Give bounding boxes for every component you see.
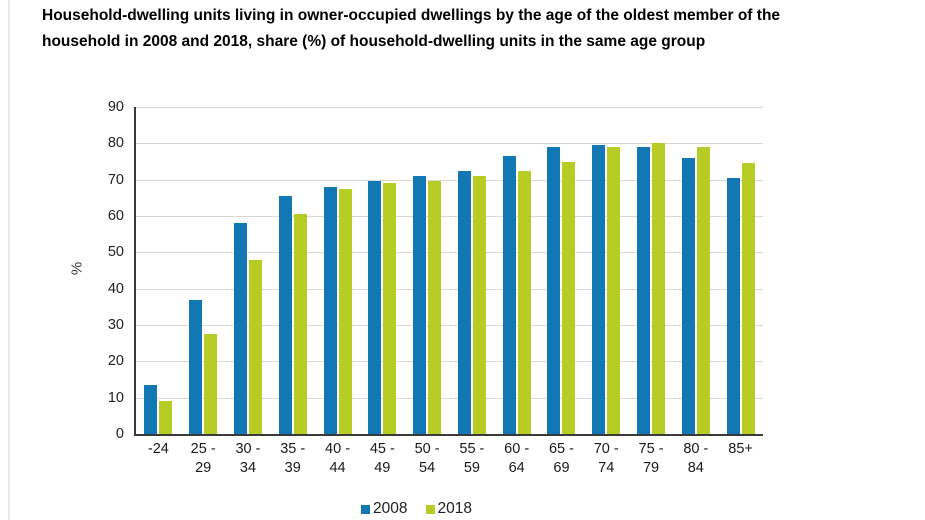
x-tick-80-84: 80 - 84: [683, 441, 709, 476]
legend: 2008 2018: [70, 499, 763, 519]
bar-2008-25-29: [189, 299, 203, 434]
x-tick-85+: 85+: [728, 441, 753, 457]
y-axis-line: [134, 107, 136, 436]
bar-2018-30-34: [248, 259, 262, 434]
y-tick-50: 50: [107, 244, 124, 261]
x-tick-55-59: 55 - 59: [459, 441, 485, 476]
x-tick-60-64: 60 - 64: [504, 441, 530, 476]
legend-swatch-2008: [361, 504, 371, 514]
x-tick-40-44: 40 - 44: [325, 441, 351, 476]
y-tick-60: 60: [107, 208, 124, 224]
x-tick-35-39: 35 - 39: [280, 441, 306, 476]
x-tick-30-34: 30 - 34: [235, 441, 261, 476]
legend-item-2018: 2018: [425, 500, 472, 518]
bar-2008-40-44: [323, 186, 337, 434]
legend-label-2018: 2018: [437, 500, 472, 517]
x-tick-25-29: 25 - 29: [190, 441, 216, 476]
bar-2018-75-79: [652, 143, 666, 434]
x-tick-45-49: 45 - 49: [369, 441, 395, 476]
gridline-70: [136, 179, 763, 181]
gridline-30: [136, 325, 763, 326]
x-tick-65-69: 65 - 69: [548, 441, 574, 476]
x-axis-labels: -24 25 - 29 30 - 34 35 - 39 40 - 44 45 - 49 50…: [136, 440, 763, 480]
y-tick-10: 10: [107, 389, 124, 406]
gridline-60: [136, 216, 763, 217]
bar-2008-55-59: [457, 170, 471, 434]
bar-2008-70-74: [592, 145, 606, 434]
bar-2018--24: [159, 401, 173, 434]
bar-2008-35-39: [278, 196, 292, 434]
bar-2018-50-54: [428, 181, 442, 434]
bar-2018-70-74: [607, 146, 621, 434]
legend-swatch-2018: [425, 504, 435, 514]
bar-2008-65-69: [547, 146, 561, 434]
gridline-40: [136, 288, 763, 290]
legend-item-2008: 2008: [361, 500, 408, 518]
x-tick-70-74: 70 - 74: [593, 441, 619, 476]
bar-2018-80-84: [696, 146, 710, 434]
x-tick-50-54: 50 - 54: [414, 441, 440, 476]
y-tick-20: 20: [107, 353, 124, 370]
y-tick-0: 0: [115, 426, 124, 442]
y-axis-ticks: 0 10 20 30 40 50 60 70 80 90: [80, 99, 124, 442]
gridline-10: [136, 397, 763, 399]
x-tick-75-79: 75 - 79: [638, 441, 664, 476]
bar-2008-85+: [726, 177, 740, 434]
gridline-90: [136, 107, 763, 108]
gridline-20: [136, 361, 763, 363]
bar-2018-40-44: [338, 188, 352, 434]
bar-2018-45-49: [383, 183, 397, 434]
y-tick-80: 80: [107, 135, 124, 152]
page-left-border: [8, 0, 10, 520]
x-axis-line: [134, 434, 763, 436]
bar-2008--24: [144, 384, 158, 434]
gridline-50: [136, 252, 763, 254]
gridline-80: [136, 143, 763, 145]
y-tick-40: 40: [107, 280, 124, 297]
bar-2008-50-54: [413, 176, 427, 434]
chart-title: Household-dwelling units living in owner…: [42, 7, 781, 50]
bar-2018-65-69: [562, 161, 576, 434]
bar-2008-60-64: [502, 156, 516, 434]
bar-2018-55-59: [472, 176, 486, 434]
bar-2018-25-29: [204, 334, 218, 434]
y-tick-30: 30: [107, 317, 124, 333]
bar-2008-45-49: [368, 181, 382, 434]
bar-2008-75-79: [637, 146, 651, 434]
plot-area: [134, 107, 763, 436]
y-tick-70: 70: [107, 171, 124, 188]
bar-2018-60-64: [517, 170, 531, 434]
bar-2008-30-34: [233, 223, 247, 434]
y-tick-90: 90: [107, 99, 124, 115]
bar-2018-85+: [741, 163, 755, 434]
bar-2018-35-39: [293, 214, 307, 434]
bar-2008-80-84: [681, 157, 695, 434]
legend-label-2008: 2008: [373, 500, 408, 517]
x-tick--24: -24: [147, 441, 169, 457]
